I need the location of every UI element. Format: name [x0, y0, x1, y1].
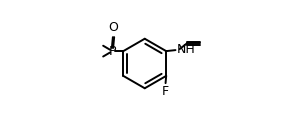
Text: O: O — [109, 21, 118, 34]
Text: F: F — [162, 85, 169, 98]
Text: P: P — [109, 45, 116, 58]
Text: NH: NH — [176, 43, 195, 56]
